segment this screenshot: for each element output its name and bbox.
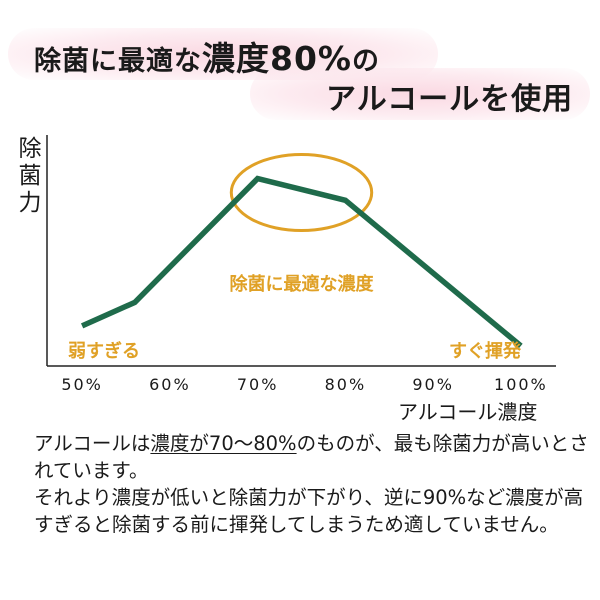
description-paragraph-2: それより濃度が低いと除菌力が下がり、逆に90%など濃度が高すぎると除菌する前に揮… xyxy=(34,486,584,536)
description-p1-b: のものが、最も除菌力が高いとされています。 xyxy=(34,432,589,482)
y-axis-label: 除菌力 xyxy=(18,136,42,216)
series-line xyxy=(80,175,523,349)
page-title-line-2: アルコールを使用 xyxy=(326,82,574,117)
description-paragraph-1: アルコールは濃度が70～80%のものが、最も除菌力が高いとされています。 xyxy=(34,430,594,484)
description: アルコールは濃度が70～80%のものが、最も除菌力が高いとされています。 それよ… xyxy=(34,430,594,538)
x-tick-label: 80% xyxy=(325,375,367,394)
series-group xyxy=(80,175,523,349)
x-tick-label: 90% xyxy=(412,375,454,394)
x-tick-label: 60% xyxy=(149,375,191,394)
page-title-line-1: 除菌に最適な濃度80%の xyxy=(34,32,380,80)
x-tick-labels: 50% 60% 70% 80% 90% 100% xyxy=(61,375,548,394)
description-p1-a: アルコールは xyxy=(34,432,151,455)
annotation-label: 除菌に最適な濃度 xyxy=(230,273,375,295)
title-line1-part-c: の xyxy=(352,46,380,77)
optimal-highlight xyxy=(229,153,374,233)
x-tick-label: 70% xyxy=(237,375,279,394)
x-tick-label: 100% xyxy=(494,375,548,394)
chart-axes xyxy=(46,135,556,367)
x-tick-label: 50% xyxy=(61,375,103,394)
x-axis-label: アルコール濃度 xyxy=(398,400,538,424)
optimal-range-ellipse xyxy=(229,153,374,233)
description-p1-underlined: 濃度が70～80% xyxy=(150,432,297,455)
annotation-label: 弱すぎる xyxy=(68,340,140,362)
annotation-label: すぐ揮発 xyxy=(449,340,522,362)
title-line1-part-a: 除菌に最適な xyxy=(34,46,202,77)
title-line1-part-b: 濃度80% xyxy=(202,39,352,78)
title-highlight-2 xyxy=(250,68,590,120)
